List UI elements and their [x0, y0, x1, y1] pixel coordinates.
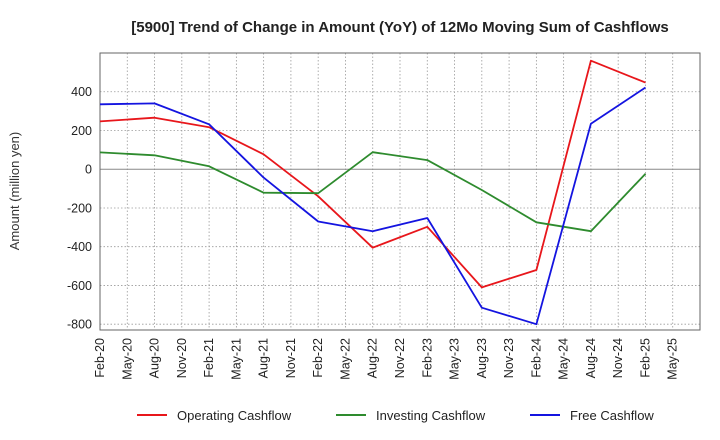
- y-axis-label: Amount (million yen): [7, 132, 22, 251]
- y-tick-label: 200: [71, 124, 92, 138]
- x-tick-label: May-23: [448, 338, 462, 380]
- chart-title: [5900] Trend of Change in Amount (YoY) o…: [131, 19, 669, 36]
- x-tick-label: Nov-24: [611, 338, 625, 378]
- x-tick-label: Aug-23: [475, 338, 489, 378]
- x-tick-label: Aug-22: [366, 338, 380, 378]
- legend-label-free-cashflow: Free Cashflow: [570, 408, 654, 423]
- x-tick-label: May-21: [229, 338, 243, 380]
- y-tick-label: 400: [71, 85, 92, 99]
- x-tick-label: Aug-21: [257, 338, 271, 378]
- x-tick-label: Nov-22: [393, 338, 407, 378]
- y-tick-label: -800: [67, 318, 92, 332]
- x-tick-label: Nov-21: [284, 338, 298, 378]
- x-tick-label: May-25: [666, 338, 680, 380]
- x-tick-label: May-22: [338, 338, 352, 380]
- x-tick-label: May-24: [557, 338, 571, 380]
- x-tick-label: May-20: [120, 338, 134, 380]
- plot-frame: [99, 52, 701, 331]
- legend-label-operating-cashflow: Operating Cashflow: [177, 408, 292, 423]
- series-line-operating-cashflow: [99, 59, 646, 289]
- x-tick-label: Aug-24: [584, 338, 598, 378]
- x-tick-label: Feb-25: [638, 338, 652, 378]
- y-tick-label: 0: [85, 163, 92, 177]
- y-tick-label: -400: [67, 240, 92, 254]
- x-tick-label: Feb-20: [93, 338, 107, 378]
- x-tick-label: Feb-22: [311, 338, 325, 378]
- legend: Operating Cashflow Investing Cashflow Free…: [137, 408, 654, 423]
- x-tick-label: Feb-24: [529, 338, 543, 378]
- series-line-free-cashflow: [99, 86, 646, 326]
- legend-label-investing-cashflow: Investing Cashflow: [376, 408, 486, 423]
- y-tick-label: -200: [67, 201, 92, 215]
- x-tick-label: Nov-23: [502, 338, 516, 378]
- series-line-investing-cashflow: [99, 151, 647, 233]
- x-tick-label: Feb-21: [202, 338, 216, 378]
- x-tick-label: Nov-20: [175, 338, 189, 378]
- x-tick-label: Feb-23: [420, 338, 434, 378]
- y-tick-label: -600: [67, 279, 92, 293]
- x-tick-label: Aug-20: [148, 338, 162, 378]
